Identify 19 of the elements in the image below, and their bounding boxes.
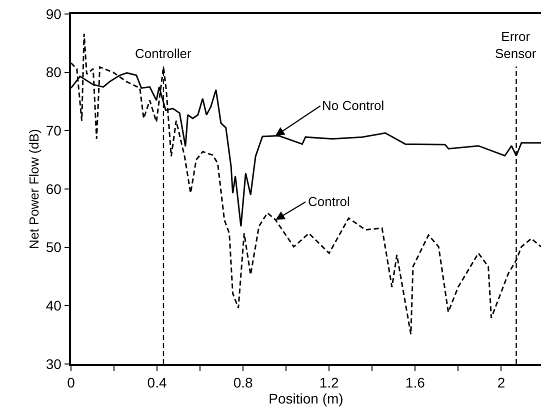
x-tick-label: 0.4 [147, 374, 167, 391]
ref-line-label: Error Sensor [495, 29, 537, 61]
y-tick-label: 30 [46, 356, 62, 372]
x-tick-label: 0 [67, 374, 76, 391]
series-label: Control [308, 194, 350, 209]
x-tick-label: 1.2 [319, 374, 340, 391]
x-tick-label: 2 [497, 374, 506, 391]
x-axis-title: Position (m) [268, 390, 344, 407]
y-tick-label: 80 [46, 64, 62, 80]
x-tick-label: 0.8 [233, 374, 254, 391]
y-tick-label: 40 [46, 298, 62, 314]
y-tick-label: 70 [46, 122, 62, 139]
y-axis-title: Net Power Flow (dB) [26, 129, 42, 249]
y-tick-label: 50 [46, 239, 62, 256]
series-label: No Control [322, 98, 384, 113]
ref-line-label: Controller [135, 46, 192, 61]
y-tick-label: 60 [46, 180, 62, 197]
y-tick-label: 90 [46, 6, 62, 22]
x-tick-label: 1.6 [405, 374, 426, 391]
